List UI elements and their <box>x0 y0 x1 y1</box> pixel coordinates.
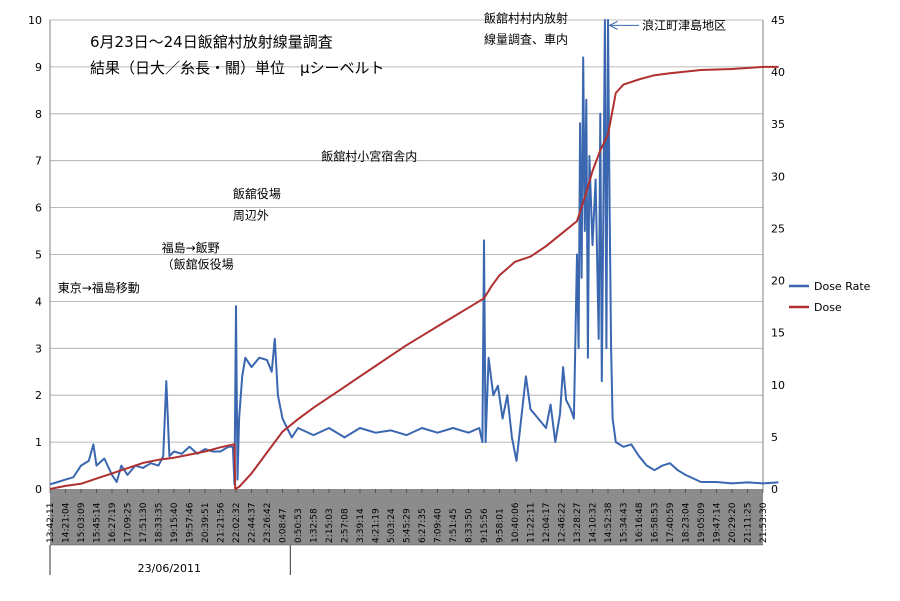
chart-title-line-2: 結果（日大／糸長・關）単位 μシーベルト <box>90 59 385 77</box>
right-y-tick: 15 <box>771 327 785 340</box>
x-tick-label: 16:27:19 <box>108 502 118 543</box>
left-y-tick: 1 <box>35 436 42 449</box>
x-tick-label: 19:47:14 <box>713 502 723 543</box>
right-y-tick: 30 <box>771 170 785 183</box>
x-tick-label: 4:21:19 <box>372 508 382 543</box>
legend-label-dose: Dose <box>814 301 842 314</box>
x-tick-label: 14:10:32 <box>589 503 599 543</box>
x-tick-label: 0:50:53 <box>294 508 304 543</box>
x-tick-label: 21:21:56 <box>217 502 227 543</box>
ann-village-1: 飯舘村村内放射 <box>484 10 568 25</box>
left-y-tick: 10 <box>28 14 42 27</box>
left-y-tick: 0 <box>35 483 42 496</box>
x-tick-label: 22:44:37 <box>248 503 258 543</box>
x-tick-label: 0:08:47 <box>279 508 289 543</box>
legend-label-dose-rate: Dose Rate <box>814 280 871 293</box>
ann-village-2: 線量調査、車内 <box>484 31 568 46</box>
right-y-tick: 20 <box>771 275 785 288</box>
ann-fukushima-1: 福島→飯野 <box>162 240 220 255</box>
right-y-axis: 0 5 10 15 20 25 30 35 40 45 <box>762 14 785 496</box>
x-tick-label: 7:51:45 <box>449 508 459 543</box>
x-tick-label: 8:33:50 <box>465 508 475 543</box>
x-tick-label: 9:15:56 <box>480 508 490 543</box>
x-tick-label: 14:52:38 <box>604 502 614 543</box>
x-tick-label: 17:09:25 <box>124 503 134 543</box>
right-y-tick: 0 <box>771 483 778 496</box>
x-tick-label: 18:23:04 <box>682 502 692 543</box>
x-tick-label: 6:27:35 <box>418 508 428 543</box>
right-y-tick: 40 <box>771 66 785 79</box>
right-y-tick: 5 <box>771 431 778 444</box>
x-tick-label: 13:42:11 <box>46 503 56 543</box>
dose-rate-line <box>49 19 779 486</box>
ann-iitate-2: 周辺外 <box>233 208 269 222</box>
left-y-tick: 4 <box>35 295 42 308</box>
legend: Dose Rate Dose <box>789 280 871 314</box>
right-y-tick: 45 <box>771 14 785 27</box>
x-tick-label: 2:57:08 <box>341 508 351 543</box>
gridlines <box>50 19 763 443</box>
x-tick-label: 7:09:40 <box>434 508 444 543</box>
x-tick-label: 17:40:59 <box>666 502 676 543</box>
x-tick-label: 12:04:17 <box>542 503 552 543</box>
x-tick-label: 5:03:24 <box>387 508 397 543</box>
x-axis: 13:42:11 14:21:04 15:03:09 15:45:14 16:27:19… <box>46 489 769 543</box>
left-y-axis: 0 1 2 3 4 5 6 7 8 9 10 <box>28 14 51 496</box>
annotations: 6月23日～24日飯舘村放射線量調査 結果（日大／糸長・關）単位 μシーベルト … <box>58 10 726 295</box>
x-tick-label: 17:51:30 <box>139 502 149 543</box>
x-axis-band <box>49 489 763 575</box>
right-y-tick: 10 <box>771 379 785 392</box>
dose-line <box>49 65 779 490</box>
x-tick-label: 15:45:14 <box>93 502 103 543</box>
ann-komiya: 飯舘村小宮宿舎内 <box>321 149 417 164</box>
x-tick-label: 11:22:11 <box>527 503 537 543</box>
x-tick-label: 19:57:46 <box>186 502 196 543</box>
namie-arrow-head <box>608 20 618 30</box>
left-y-tick: 6 <box>35 202 42 215</box>
right-y-tick: 35 <box>771 118 785 131</box>
date-label: 23/06/2011 <box>138 562 201 575</box>
left-y-tick: 8 <box>35 108 42 121</box>
left-y-tick: 5 <box>35 249 42 262</box>
left-y-tick: 9 <box>35 61 42 74</box>
x-axis-band-rect <box>50 489 763 545</box>
right-y-tick: 25 <box>771 222 785 235</box>
x-tick-label: 13:28:27 <box>573 503 583 543</box>
x-tick-label: 18:33:35 <box>155 503 165 543</box>
left-y-tick: 3 <box>35 342 42 355</box>
x-tick-label: 16:16:48 <box>635 502 645 543</box>
chart-title-line-1: 6月23日～24日飯舘村放射線量調査 <box>90 33 333 51</box>
x-tick-label: 15:34:43 <box>620 503 630 543</box>
x-tick-label: 3:39:14 <box>356 508 366 543</box>
left-y-tick: 7 <box>35 155 42 168</box>
left-y-tick: 2 <box>35 389 42 402</box>
x-tick-label: 14:21:04 <box>62 502 72 543</box>
x-tick-label: 19:15:40 <box>170 502 180 543</box>
x-tick-label: 5:45:29 <box>403 508 413 543</box>
x-tick-label: 12:46:22 <box>558 503 568 543</box>
x-tick-label: 2:15:03 <box>325 508 335 543</box>
ann-iitate-1: 飯舘役場 <box>233 186 281 201</box>
ann-tokyo: 東京→福島移動 <box>58 280 140 295</box>
series-group <box>49 19 779 490</box>
x-tick-label: 20:39:51 <box>201 503 211 543</box>
x-tick-label: 9:58:01 <box>496 508 506 543</box>
x-tick-label: 1:32:58 <box>310 508 320 543</box>
ann-fukushima-2: （飯舘仮役場 <box>162 257 234 272</box>
x-tick-label: 10:40:06 <box>511 502 521 543</box>
date-axis: 23/06/2011 <box>138 562 201 575</box>
x-tick-label: 15:03:09 <box>77 502 87 543</box>
x-tick-label: 19:05:09 <box>697 502 707 543</box>
x-tick-label: 20:29:20 <box>728 502 738 543</box>
x-tick-label: 16:58:53 <box>651 503 661 543</box>
ann-namie: 浪江町津島地区 <box>642 17 726 32</box>
x-tick-label: 21:11:25 <box>744 503 754 543</box>
x-tick-label: 23:26:42 <box>263 503 273 543</box>
x-tick-label: 21:53:30 <box>759 502 769 543</box>
x-tick-label: 22:02:32 <box>232 503 242 543</box>
